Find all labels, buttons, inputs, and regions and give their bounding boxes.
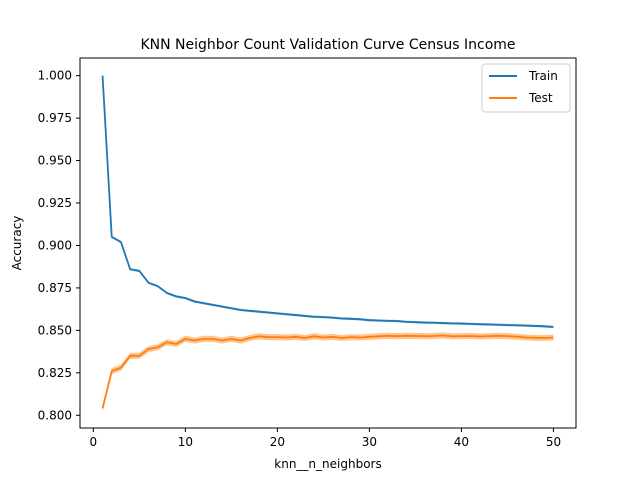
x-tick-label: 10 xyxy=(178,435,193,449)
y-axis-ticks: 0.800 0.825 0.850 0.875 0.900 0.925 0.950 0.975… xyxy=(38,69,80,422)
y-tick-label: 0.975 xyxy=(38,111,72,125)
y-tick-label: 0.925 xyxy=(38,196,72,210)
y-tick-label: 0.950 xyxy=(38,154,72,168)
y-tick-label: 0.800 xyxy=(38,408,72,422)
test-legend-label: Test xyxy=(528,91,553,105)
y-axis-label: Accuracy xyxy=(10,216,24,271)
x-tick-label: 50 xyxy=(546,435,561,449)
y-tick-label: 0.875 xyxy=(38,281,72,295)
y-tick-label: 1.000 xyxy=(38,69,72,83)
train-legend-label: Train xyxy=(528,69,558,83)
x-tick-label: 40 xyxy=(454,435,469,449)
test-series-line xyxy=(101,334,554,409)
x-tick-label: 30 xyxy=(362,435,377,449)
y-tick-label: 0.850 xyxy=(38,323,72,337)
legend: Train Test xyxy=(481,63,571,113)
plot-frame xyxy=(79,57,577,429)
x-tick-label: 0 xyxy=(90,435,98,449)
x-tick-label: 20 xyxy=(270,435,285,449)
train-series-line xyxy=(101,75,554,328)
x-axis-label: knn__n_neighbors xyxy=(274,457,381,471)
x-axis-ticks: 0 10 20 30 40 50 xyxy=(90,428,561,449)
series-lines xyxy=(101,75,554,409)
y-tick-label: 0.900 xyxy=(38,238,72,252)
chart-title: KNN Neighbor Count Validation Curve Cens… xyxy=(140,37,515,53)
y-tick-label: 0.825 xyxy=(38,366,72,380)
